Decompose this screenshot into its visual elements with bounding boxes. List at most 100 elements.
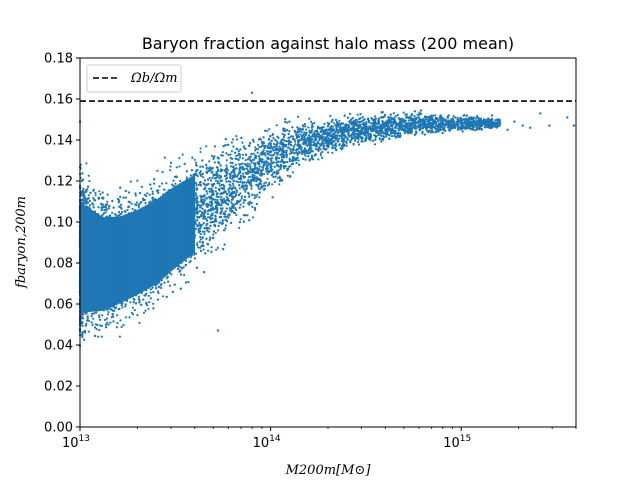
scatter-point [200,211,203,214]
scatter-point [394,129,397,132]
scatter-point [309,135,312,138]
scatter-point [224,178,227,181]
scatter-point [219,193,222,196]
scatter-point [137,203,140,206]
scatter-point [329,114,332,118]
scatter-point [90,315,93,318]
scatter-point [313,122,316,125]
scatter-point [238,193,241,196]
scatter-point [146,192,149,195]
scatter-point [434,114,437,117]
scatter-point [199,246,202,249]
scatter-point [87,174,90,177]
scatter-point [235,135,238,138]
scatter-point [266,129,269,133]
scatter-point [235,138,239,141]
scatter-point [392,123,395,126]
scatter-point [376,123,379,126]
scatter-point [98,314,101,317]
scatter-point [289,148,292,151]
scatter-point [119,195,122,198]
scatter-point [177,265,181,268]
scatter-series [78,91,576,347]
scatter-point [333,122,336,125]
scatter-point [133,309,136,312]
scatter-point [163,281,166,284]
scatter-point [226,220,229,223]
scatter-point [290,135,293,138]
scatter-point [124,316,128,319]
scatter-point [86,319,89,322]
scatter-point [224,224,227,227]
scatter-point [219,207,222,210]
scatter-point [275,124,278,127]
scatter-point [372,139,375,142]
scatter-point [258,196,261,199]
scatter-point [169,165,172,168]
scatter-point [439,119,442,122]
scatter-point [369,139,372,142]
scatter-point [221,151,224,154]
scatter-point [92,197,95,200]
scatter-point [205,145,208,148]
scatter-point [239,181,242,184]
scatter-point [87,194,90,197]
scatter-point [225,167,228,170]
scatter-point [307,155,310,158]
scatter-point [234,175,238,178]
scatter-point [244,190,247,193]
scatter-point [189,174,192,177]
scatter-point [413,115,416,118]
scatter-point [452,115,455,118]
scatter-point [202,217,205,220]
scatter-point [243,188,246,191]
scatter-point [106,321,109,324]
scatter-point [276,153,279,156]
scatter-point [475,117,478,120]
scatter-point [283,139,286,142]
scatter-point [364,137,367,140]
scatter-point [286,174,289,177]
scatter-point [296,126,299,129]
scatter-point [225,180,228,183]
scatter-point [213,161,216,164]
scatter-point [238,187,241,190]
scatter-point [183,273,186,277]
scatter-point [241,181,244,185]
scatter-point [230,141,233,144]
scatter-point [397,117,400,120]
scatter-point [300,135,303,138]
scatter-point [423,133,426,136]
scatter-point [290,151,293,155]
scatter-point [265,163,268,166]
scatter-point [196,242,199,245]
scatter-point [350,123,353,126]
scatter-point [94,191,97,194]
scatter-point [142,298,145,301]
scatter-point [346,128,349,132]
scatter-point [279,147,282,150]
scatter-point [246,162,249,165]
scatter-point [196,174,199,178]
scatter-point [345,140,348,143]
scatter-point [248,163,251,166]
scatter-point [220,195,223,199]
scatter-point [256,151,259,154]
scatter-point [187,281,190,284]
scatter-point [168,284,172,287]
scatter-point [459,122,462,125]
scatter-point [297,141,300,145]
scatter-point [206,192,209,195]
scatter-point [151,190,154,193]
scatter-point [278,183,281,186]
scatter-point [88,199,91,202]
scatter-point [202,248,205,251]
scatter-point [165,182,168,185]
scatter-point [220,154,223,157]
scatter-point [135,201,139,204]
scatter-point [201,230,204,233]
scatter-point [194,222,197,226]
scatter-point [361,116,364,119]
scatter-point [178,165,181,168]
scatter-point [262,173,266,176]
